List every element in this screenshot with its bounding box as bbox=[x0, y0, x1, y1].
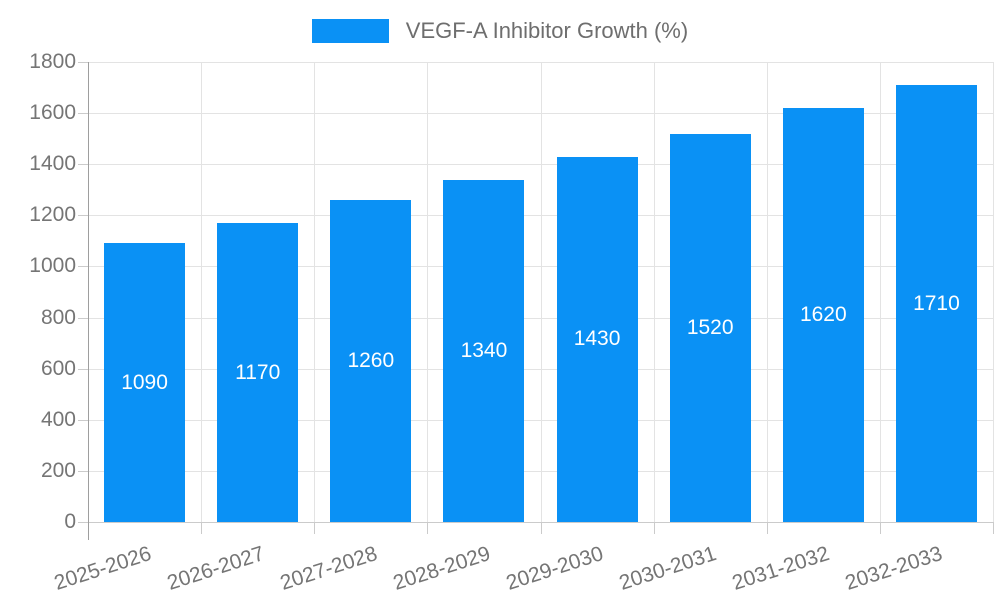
gridline-vertical bbox=[879, 62, 881, 522]
gridline-vertical bbox=[993, 62, 994, 522]
y-axis-tick bbox=[78, 62, 88, 63]
y-axis-tick bbox=[78, 368, 88, 370]
x-axis-tick bbox=[993, 522, 994, 534]
y-axis-tick bbox=[78, 522, 88, 523]
y-axis-label: 1800 bbox=[29, 50, 76, 73]
gridline-vertical bbox=[427, 62, 429, 522]
y-axis-label: 200 bbox=[40, 458, 76, 482]
bar-value-label: 1340 bbox=[460, 338, 508, 362]
bar-value-label: 1090 bbox=[121, 370, 168, 394]
bar-2025-2026: 1090 bbox=[104, 243, 186, 522]
bar-value-label: 1170 bbox=[235, 360, 281, 384]
y-axis-label: 0 bbox=[64, 510, 76, 533]
x-axis-tick bbox=[427, 522, 429, 534]
legend-label: VEGF-A Inhibitor Growth (%) bbox=[405, 18, 689, 43]
plot-area: 0 200 400 600 800 1000 1200 1400 1600 1800 1090 202… bbox=[29, 50, 994, 595]
bar-2032-2033: 1710 bbox=[895, 85, 977, 522]
bar-value-label: 1710 bbox=[913, 291, 960, 315]
y-axis-tick bbox=[78, 266, 88, 268]
y-axis-tick bbox=[78, 317, 88, 319]
x-axis-tick bbox=[201, 522, 203, 534]
x-axis-tick bbox=[766, 522, 768, 534]
y-axis-line bbox=[88, 62, 89, 540]
y-axis-tick bbox=[78, 113, 88, 115]
y-axis-label: 600 bbox=[40, 356, 76, 380]
y-axis-label: 1600 bbox=[29, 101, 76, 125]
bar-2029-2030: 1430 bbox=[556, 156, 638, 522]
y-axis-label: 1200 bbox=[29, 203, 76, 227]
bar-2031-2032: 1620 bbox=[782, 108, 864, 522]
bar-value-label: 1260 bbox=[347, 349, 395, 372]
y-axis-tick bbox=[78, 164, 88, 166]
gridline-vertical bbox=[314, 62, 316, 522]
x-axis-tick bbox=[540, 522, 542, 534]
y-axis-tick bbox=[78, 215, 88, 217]
gridline-vertical bbox=[766, 62, 768, 522]
gridline-vertical bbox=[201, 62, 203, 522]
x-axis-tick bbox=[879, 522, 881, 534]
bar-value-label: 1620 bbox=[799, 303, 847, 326]
bar-2028-2029: 1340 bbox=[443, 179, 525, 522]
bar-2027-2028: 1260 bbox=[330, 200, 412, 522]
y-axis-label: 400 bbox=[40, 407, 76, 431]
legend-swatch bbox=[311, 19, 389, 43]
chart-legend: VEGF-A Inhibitor Growth (%) bbox=[0, 18, 1000, 44]
bar-2030-2031: 1520 bbox=[669, 133, 751, 522]
y-axis-label: 1400 bbox=[29, 152, 76, 176]
y-axis-tick bbox=[78, 419, 88, 421]
bar-value-label: 1520 bbox=[686, 315, 734, 339]
x-axis-tick bbox=[314, 522, 316, 534]
bar-2026-2027: 1170 bbox=[217, 223, 299, 522]
x-axis-tick bbox=[653, 522, 655, 534]
gridline-vertical bbox=[540, 62, 542, 522]
bar-value-label: 1430 bbox=[573, 327, 621, 351]
y-axis-label: 800 bbox=[40, 305, 76, 329]
gridline-vertical bbox=[653, 62, 655, 522]
y-axis-label: 1000 bbox=[29, 254, 76, 278]
y-axis-tick bbox=[78, 470, 88, 472]
